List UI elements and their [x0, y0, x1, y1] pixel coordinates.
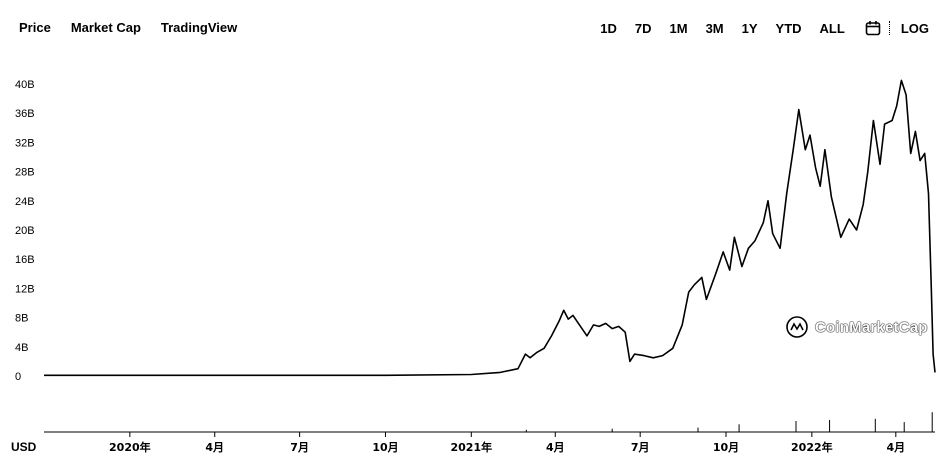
range-all-button[interactable]: ALL — [819, 20, 845, 36]
y-tick-label: 40B — [15, 79, 35, 91]
watermark-text: CoinMarketCap — [815, 318, 928, 336]
volume-bars — [525, 412, 933, 432]
x-tick-label: 4月 — [886, 441, 905, 454]
range-1m-button[interactable]: 1M — [669, 20, 688, 36]
coinmarketcap-logo-icon — [786, 316, 808, 338]
y-tick-label: 12B — [15, 283, 35, 295]
y-tick-label: 20B — [15, 225, 35, 237]
y-tick-label: 32B — [15, 137, 35, 149]
y-tick-label: 36B — [15, 108, 35, 120]
x-tick-label: 4月 — [546, 441, 565, 454]
x-tick-label: 7月 — [631, 441, 650, 454]
series-line — [44, 79, 936, 377]
y-tick-label: 16B — [15, 254, 35, 266]
range-7d-button[interactable]: 7D — [634, 20, 652, 36]
x-axis: 2020年 4月 7月 10月 2021年 4月 7月 10月 2022年 4月 — [109, 432, 905, 454]
range-1d-button[interactable]: 1D — [600, 20, 617, 36]
chart-type-tabs: Price Market Cap TradingView — [19, 20, 237, 35]
range-ytd-button[interactable]: YTD — [775, 20, 802, 36]
x-tick-label: 10月 — [713, 441, 739, 454]
y-tick-label: 24B — [15, 196, 35, 208]
calendar-icon[interactable] — [865, 20, 881, 36]
tab-price[interactable]: Price — [19, 20, 51, 35]
tab-tradingview[interactable]: TradingView — [160, 20, 238, 35]
x-tick-label: 2020年 — [109, 440, 151, 454]
x-tick-label: 7月 — [290, 441, 309, 454]
x-tick-label: 4月 — [205, 441, 224, 454]
y-tick-label: 4B — [15, 342, 28, 354]
watermark: CoinMarketCap — [785, 315, 928, 339]
range-3m-button[interactable]: 3M — [705, 20, 724, 36]
x-tick-label: 10月 — [372, 441, 398, 454]
currency-label: USD — [11, 440, 37, 454]
tab-market-cap[interactable]: Market Cap — [70, 20, 141, 35]
range-1y-button[interactable]: 1Y — [741, 20, 758, 36]
y-tick-label: 28B — [15, 167, 35, 179]
y-axis: 0 4B 8B 12B 16B 20B 24B 28B 32B 36B 40B — [15, 79, 35, 383]
y-tick-label: 8B — [15, 313, 28, 325]
y-tick-label: 0 — [15, 371, 21, 383]
x-tick-label: 2022年 — [791, 440, 833, 454]
log-scale-toggle[interactable]: LOG — [900, 20, 929, 36]
time-range-selector: 1D 7D 1M 3M 1Y YTD ALL LOG — [600, 20, 929, 36]
x-tick-label: 2021年 — [450, 440, 492, 454]
toolbar-divider — [888, 21, 891, 35]
